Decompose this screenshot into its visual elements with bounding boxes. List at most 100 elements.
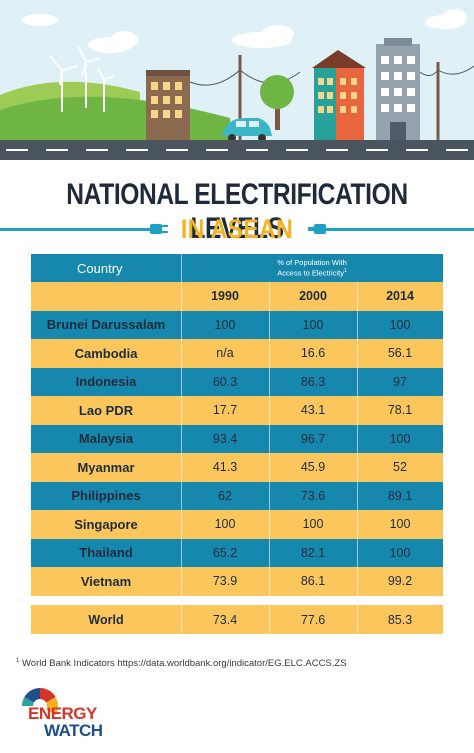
world-label: World (88, 612, 124, 627)
country-cell: Singapore (74, 516, 138, 532)
column-divider (181, 453, 182, 482)
column-header-population: % of Population With Access to Electrici… (181, 254, 443, 282)
table-row: Brunei Darussalam 100 100 100 (31, 310, 443, 339)
column-divider (357, 605, 358, 634)
column-divider (181, 339, 182, 368)
value-2014-cell: 100 (389, 317, 411, 332)
value-2014-cell: 100 (389, 517, 411, 532)
world-row: World 73.4 77.6 85.3 (31, 605, 443, 634)
year-1990: 1990 (211, 289, 239, 304)
world-1990: 73.4 (212, 612, 238, 627)
column-divider (269, 567, 270, 596)
value-2014-cell: 89.1 (387, 488, 413, 503)
column-divider (357, 510, 358, 539)
column-divider (181, 424, 182, 453)
column-divider (357, 453, 358, 482)
column-divider (181, 605, 182, 634)
world-2000: 77.6 (300, 612, 326, 627)
socket-icon (308, 224, 326, 234)
column-divider (181, 481, 182, 510)
country-cell: Brunei Darussalam (46, 317, 166, 333)
column-divider (269, 481, 270, 510)
country-cell: Vietnam (80, 573, 132, 589)
column-divider (357, 567, 358, 596)
footnote-marker: 1 (343, 268, 347, 275)
column-divider (269, 367, 270, 396)
value-2014-cell: 100 (389, 545, 411, 560)
table-row: Vietnam 73.9 86.1 99.2 (31, 567, 443, 596)
value-1990-cell: 65.2 (212, 545, 238, 560)
value-2000-cell: 86.3 (300, 374, 326, 389)
wind-turbines (49, 45, 115, 112)
table-row: Thailand 65.2 82.1 100 (31, 538, 443, 567)
value-2000-cell: 43.1 (300, 403, 326, 418)
value-1990-cell: 17.7 (212, 403, 238, 418)
year-header-row: 1990 2000 2014 (31, 282, 443, 311)
column-header-country: Country (77, 260, 123, 276)
building-brown (146, 70, 190, 140)
population-header-text: Access to Electricity (277, 268, 344, 278)
value-2000-cell: 86.1 (300, 574, 326, 589)
column-divider (181, 254, 182, 282)
column-divider (181, 538, 182, 567)
country-cell: Malaysia (78, 431, 134, 447)
country-cell: Myanmar (77, 459, 135, 475)
column-divider (357, 538, 358, 567)
road (0, 140, 474, 160)
value-2000-cell: 16.6 (300, 346, 326, 361)
year-header-blank (31, 282, 181, 311)
table-row: Myanmar 41.3 45.9 52 (31, 453, 443, 482)
value-2000-cell: 100 (302, 317, 324, 332)
logo-text-energy: ENERGY (28, 704, 97, 723)
column-divider (357, 282, 358, 311)
value-2000-cell: 100 (302, 517, 324, 532)
column-divider (269, 424, 270, 453)
column-divider (357, 481, 358, 510)
table-row: Malaysia 93.4 96.7 100 (31, 424, 443, 453)
footnote-number: 1 (16, 658, 20, 664)
value-1990-cell: 41.3 (212, 460, 238, 475)
column-divider (181, 567, 182, 596)
tree (260, 75, 294, 130)
year-2014: 2014 (386, 289, 414, 304)
value-1990-cell: 100 (214, 517, 236, 532)
table-row: Cambodia n/a 16.6 56.1 (31, 339, 443, 368)
header-illustration (0, 0, 474, 160)
plug-icon (150, 224, 168, 234)
logo-text-watch: WATCH (44, 721, 103, 740)
value-2014-cell: 99.2 (387, 574, 413, 589)
subtitle-row: IN ASEAN (0, 212, 474, 246)
energy-watch-logo-icon (21, 688, 59, 715)
population-header-line2: Access to Electricity1 (277, 267, 346, 278)
building-teal (312, 50, 366, 140)
column-divider (269, 310, 270, 339)
column-divider (269, 339, 270, 368)
value-1990-cell: 62 (218, 488, 232, 503)
table-row: Indonesia 60.3 86.3 97 (31, 367, 443, 396)
value-2000-cell: 45.9 (300, 460, 326, 475)
value-2014-cell: 100 (389, 431, 411, 446)
column-divider (269, 453, 270, 482)
world-2014: 85.3 (387, 612, 413, 627)
column-divider (269, 510, 270, 539)
column-divider (357, 310, 358, 339)
building-grey (376, 38, 420, 140)
column-divider (357, 424, 358, 453)
country-cell: Lao PDR (78, 402, 134, 418)
table-row: Singapore 100 100 100 (31, 510, 443, 539)
value-2014-cell: 78.1 (387, 403, 413, 418)
table-header: Country % of Population With Access to E… (31, 254, 443, 282)
city-scene-illustration (0, 9, 474, 160)
electrification-table: Country % of Population With Access to E… (31, 254, 443, 596)
value-1990-cell: 73.9 (212, 574, 238, 589)
hill-front (0, 96, 230, 140)
column-divider (181, 282, 182, 311)
footnote-text: World Bank Indicators https://data.world… (21, 658, 347, 670)
road-markings (6, 149, 468, 151)
page-title: NATIONAL ELECTRIFICATION LEVELS (66, 178, 408, 245)
value-1990-cell: n/a (216, 346, 234, 361)
footnote: 1 World Bank Indicators https://data.wor… (16, 658, 347, 669)
column-divider (269, 396, 270, 425)
year-2000: 2000 (299, 289, 327, 304)
page-subtitle: IN ASEAN (180, 214, 294, 244)
